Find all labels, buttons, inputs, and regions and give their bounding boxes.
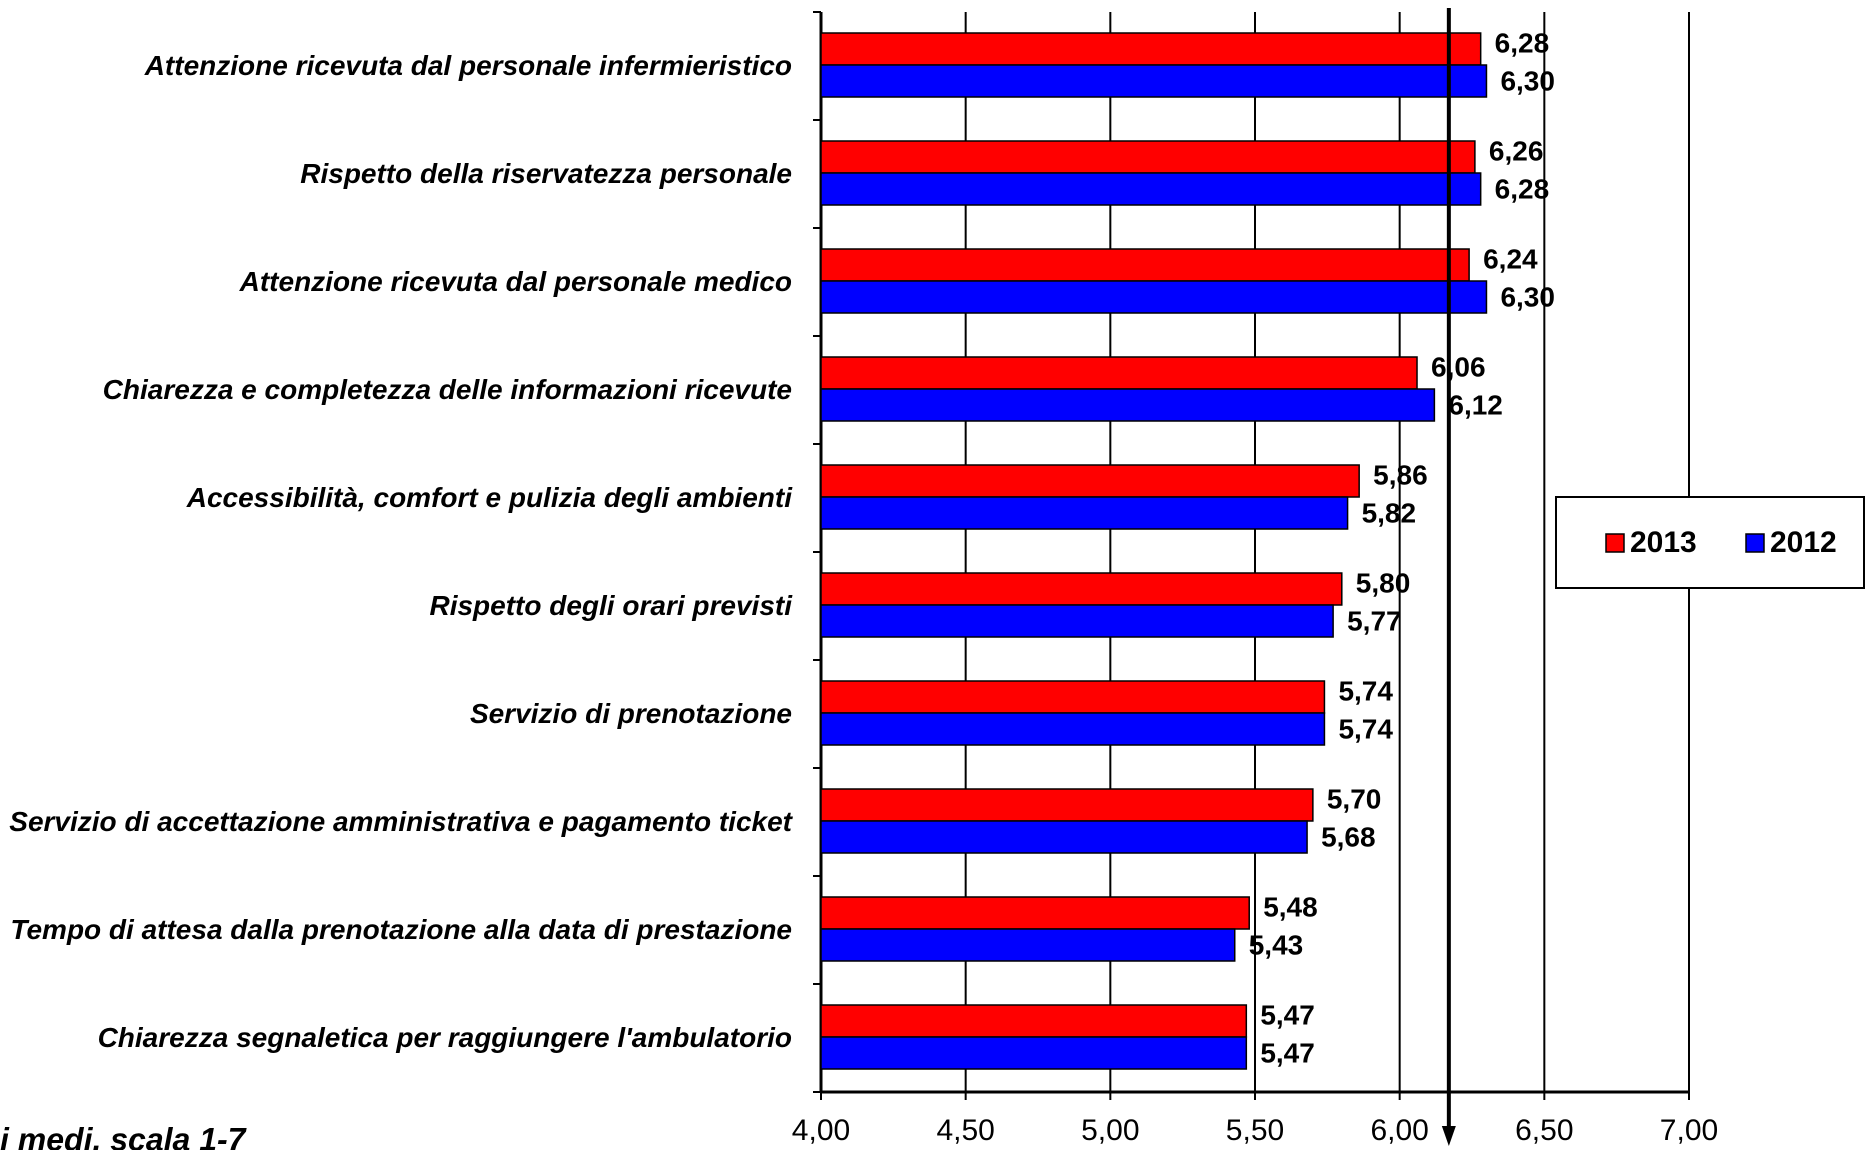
bar (820, 712, 1326, 746)
x-tick-label: 5,00 (1081, 1114, 1139, 1147)
value-label: 5,47 (1260, 999, 1315, 1030)
value-label: 5,47 (1260, 1037, 1315, 1068)
bar (820, 464, 1360, 498)
x-tick-label: 7,00 (1660, 1114, 1718, 1147)
category-label: Attenzione ricevuta dal personale inferm… (144, 50, 792, 81)
bar (820, 496, 1349, 530)
category-label: Rispetto della riservatezza personale (300, 158, 792, 189)
category-label: Chiarezza segnaletica per raggiungere l'… (97, 1022, 792, 1053)
bar (820, 356, 1418, 390)
bar (820, 1036, 1248, 1070)
category-label: Chiarezza e completezza delle informazio… (102, 374, 792, 405)
category-label: Attenzione ricevuta dal personale medico (239, 266, 792, 297)
value-label: 5,86 (1373, 459, 1428, 490)
value-label: 6,12 (1448, 389, 1503, 420)
value-label: 6,26 (1489, 135, 1544, 166)
bar (820, 820, 1308, 854)
bar (820, 32, 1482, 66)
legend-swatch (1605, 533, 1625, 553)
value-label: 6,30 (1500, 281, 1555, 312)
category-label: Accessibilità, comfort e pulizia degli a… (186, 482, 792, 513)
value-label: 6,06 (1431, 351, 1486, 382)
value-label: 6,28 (1495, 27, 1550, 58)
value-label: 5,70 (1327, 783, 1382, 814)
category-label: Tempo di attesa dalla prenotazione alla … (10, 914, 792, 945)
legend-swatch (1745, 533, 1765, 553)
bar (820, 140, 1476, 174)
x-tick-label: 4,50 (936, 1114, 994, 1147)
bar (820, 388, 1436, 422)
bar (820, 280, 1488, 314)
value-label: 5,80 (1356, 567, 1411, 598)
value-label: 6,28 (1495, 173, 1550, 204)
bar (820, 680, 1326, 714)
bar (820, 572, 1343, 606)
category-label: Servizio di accettazione amministrativa … (9, 806, 792, 837)
bar (820, 1004, 1248, 1038)
x-tick-label: 6,00 (1370, 1114, 1428, 1147)
value-label: 6,24 (1483, 243, 1538, 274)
bar (820, 172, 1482, 206)
bar (820, 788, 1314, 822)
bar (820, 64, 1488, 98)
bar (820, 928, 1236, 962)
value-label: 5,77 (1347, 605, 1402, 636)
legend-label: 2013 (1630, 526, 1697, 559)
x-tick-label: 5,50 (1226, 1114, 1284, 1147)
bar (820, 248, 1470, 282)
value-label: 6,30 (1500, 65, 1555, 96)
value-label: 5,48 (1263, 891, 1318, 922)
note: i medi, scala 1-7 (0, 1121, 248, 1150)
category-label: Rispetto degli orari previsti (429, 590, 792, 621)
legend-label: 2012 (1770, 526, 1837, 559)
category-label: Servizio di prenotazione (469, 698, 792, 729)
bar (820, 896, 1250, 930)
value-label: 5,74 (1338, 675, 1393, 706)
value-label: 5,43 (1249, 929, 1304, 960)
value-label: 5,74 (1338, 713, 1393, 744)
bar (820, 604, 1334, 638)
x-tick-label: 4,00 (792, 1114, 850, 1147)
reference-arrow (1441, 1126, 1456, 1146)
value-label: 5,68 (1321, 821, 1376, 852)
x-tick-label: 6,50 (1515, 1114, 1573, 1147)
value-label: 5,82 (1362, 497, 1417, 528)
